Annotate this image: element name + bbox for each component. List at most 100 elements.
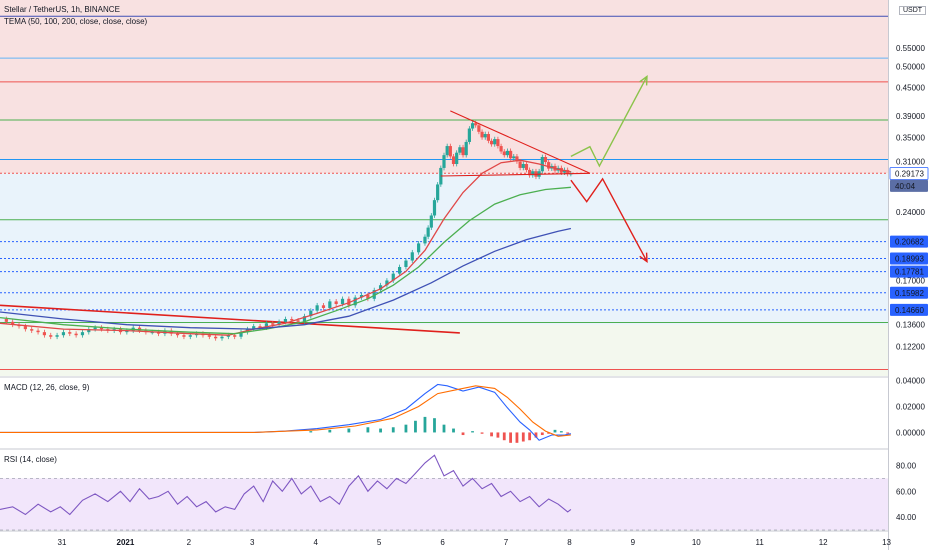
macd-histogram-bar [547, 432, 551, 434]
macd-histogram-bar [534, 432, 538, 438]
candle-body [68, 332, 72, 334]
macd-histogram-bar [559, 431, 563, 433]
time-tick-label-1: 2021 [117, 538, 135, 547]
macd-histogram-bar [347, 428, 351, 433]
candle-body [486, 134, 490, 141]
time-tick-label-4: 4 [313, 538, 318, 547]
candle-body [290, 318, 294, 321]
candle-body [271, 323, 275, 325]
candle-body [540, 157, 544, 172]
candle-body [372, 290, 376, 299]
candle-body [277, 321, 281, 325]
candle-body [515, 156, 519, 162]
candle-body [499, 146, 503, 152]
candle-body [283, 318, 288, 322]
rsi-indicator-label[interactable]: RSI (14, close) [4, 455, 57, 464]
candle-body [61, 332, 66, 336]
candle-body [458, 147, 462, 153]
tema-line-1 [0, 159, 572, 336]
candle-body [353, 297, 357, 306]
rsi-tick-label-0: 80.00 [896, 461, 917, 470]
price-badge-4 [890, 265, 928, 278]
macd-histogram-bar [490, 432, 493, 437]
macd-histogram-bar [480, 432, 484, 434]
time-tick-label-8: 8 [567, 538, 572, 547]
macd-indicator-label[interactable]: MACD (12, 26, close, 9) [4, 383, 90, 392]
macd-tick-label-2: 0.00000 [896, 428, 925, 437]
price-badge-3 [890, 252, 928, 265]
candle-body [233, 335, 237, 337]
candle-body [480, 131, 484, 138]
candle-body [296, 320, 300, 322]
macd-histogram-bar [423, 416, 427, 433]
price-badge-text-3: 0.18993 [895, 255, 924, 264]
candle-body [531, 171, 535, 176]
price-tick-label-2: 0.45000 [896, 84, 925, 93]
candle-body [150, 332, 154, 334]
candle-body [11, 321, 15, 325]
candle-body [505, 150, 510, 156]
zone-band-2 [0, 324, 888, 376]
candle-body [220, 336, 224, 339]
price-tick-label-8: 0.13600 [896, 321, 925, 330]
candle-body [451, 156, 456, 165]
macd-histogram-bar [309, 431, 313, 433]
candle-body [502, 151, 506, 156]
candle-body [448, 146, 452, 157]
candle-body [442, 155, 446, 168]
macd-histogram-bar [404, 424, 408, 433]
tema-indicator-label[interactable]: TEMA (50, 100, 200, close, close, close) [4, 17, 148, 26]
candle-body [49, 335, 53, 337]
rsi-tick-label-1: 60.00 [896, 487, 917, 496]
macd-histogram-bar [553, 429, 557, 433]
candle-body [432, 200, 437, 216]
candle-body [328, 301, 332, 308]
macd-histogram-bar [471, 431, 474, 433]
price-tick-label-3: 0.39000 [896, 112, 925, 121]
candle-body [528, 169, 532, 176]
candle-body [74, 333, 78, 336]
candle-body [55, 335, 59, 337]
candle-body [423, 236, 427, 244]
candle-body [42, 332, 46, 336]
candle-body [176, 333, 180, 336]
price-badge-0 [889, 167, 929, 180]
macd-histogram-bar [328, 429, 332, 433]
candle-body [470, 123, 475, 129]
candle-body [436, 184, 440, 201]
macd-histogram-bar [502, 432, 506, 441]
candle-body [489, 140, 494, 145]
time-tick-label-9: 9 [631, 538, 636, 547]
candle-body [315, 305, 319, 311]
time-tick-label-12: 12 [819, 538, 828, 547]
candle-body [518, 161, 522, 168]
rsi-tick-label-2: 40.00 [896, 513, 917, 522]
candle-body [391, 273, 395, 281]
candle-body [207, 335, 211, 337]
candle-body [302, 316, 307, 322]
candle-body [340, 298, 345, 304]
rsi-band [0, 478, 888, 530]
candle-body [334, 301, 338, 304]
macd-line [0, 383, 572, 441]
candle-body [188, 335, 192, 337]
candle-body [214, 336, 218, 339]
candle-body [496, 139, 500, 147]
candle-body [264, 323, 268, 328]
candle-body [429, 215, 433, 228]
time-tick-label-7: 7 [504, 538, 509, 547]
projection-arrow-up [570, 76, 648, 168]
macd-histogram-bar [521, 432, 525, 442]
macd-histogram-bar [509, 432, 512, 443]
candle-body [321, 305, 326, 308]
projection-arrow-down-head [639, 252, 648, 264]
currency-badge[interactable]: USDT [899, 6, 927, 15]
candle-body [30, 329, 34, 331]
price-tick-label-5: 0.31000 [896, 157, 925, 166]
projection-arrow-up-head [639, 75, 648, 86]
candle-body [93, 327, 97, 330]
price-tick-label-9: 0.12200 [896, 342, 925, 351]
price-badge-5 [890, 286, 928, 299]
